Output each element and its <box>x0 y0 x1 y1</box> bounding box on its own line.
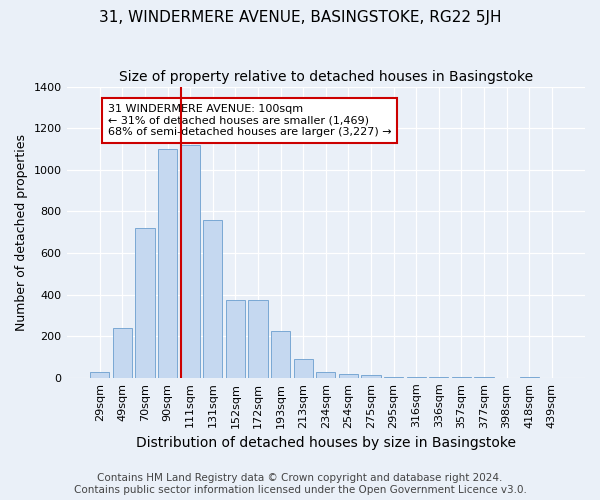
Bar <box>339 374 358 378</box>
Bar <box>90 372 109 378</box>
Bar <box>361 374 380 378</box>
Bar <box>113 328 132 378</box>
Text: 31, WINDERMERE AVENUE, BASINGSTOKE, RG22 5JH: 31, WINDERMERE AVENUE, BASINGSTOKE, RG22… <box>99 10 501 25</box>
Bar <box>520 377 539 378</box>
Text: Contains HM Land Registry data © Crown copyright and database right 2024.
Contai: Contains HM Land Registry data © Crown c… <box>74 474 526 495</box>
Bar <box>429 377 448 378</box>
Bar <box>384 377 403 378</box>
Bar <box>248 300 268 378</box>
Y-axis label: Number of detached properties: Number of detached properties <box>15 134 28 330</box>
Bar <box>407 377 426 378</box>
X-axis label: Distribution of detached houses by size in Basingstoke: Distribution of detached houses by size … <box>136 436 516 450</box>
Bar <box>158 149 177 378</box>
Bar <box>181 145 200 378</box>
Bar <box>271 331 290 378</box>
Bar <box>316 372 335 378</box>
Bar <box>226 300 245 378</box>
Bar <box>293 359 313 378</box>
Text: 31 WINDERMERE AVENUE: 100sqm
← 31% of detached houses are smaller (1,469)
68% of: 31 WINDERMERE AVENUE: 100sqm ← 31% of de… <box>108 104 392 137</box>
Bar <box>475 377 494 378</box>
Bar <box>452 377 471 378</box>
Bar <box>136 228 155 378</box>
Bar <box>203 220 223 378</box>
Title: Size of property relative to detached houses in Basingstoke: Size of property relative to detached ho… <box>119 70 533 84</box>
